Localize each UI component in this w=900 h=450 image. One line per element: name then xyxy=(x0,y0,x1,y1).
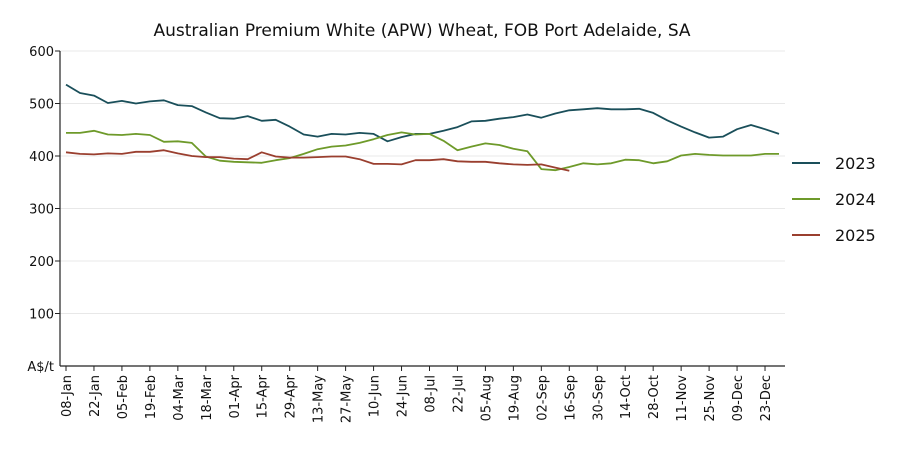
x-tick-label: 23-Dec xyxy=(759,375,774,421)
legend-label-2025: 2025 xyxy=(835,226,876,245)
series-line-2025 xyxy=(65,149,570,172)
y-axis-label: A$/t xyxy=(27,360,54,375)
x-tick-label: 05-Aug xyxy=(479,375,494,421)
chart-title: Australian Premium White (APW) Wheat, FO… xyxy=(153,21,690,41)
x-tick-label: 30-Sep xyxy=(591,375,606,421)
x-tick-label: 19-Feb xyxy=(144,375,159,419)
x-tick-label: 11-Nov xyxy=(675,375,690,422)
x-tick-label: 27-May xyxy=(340,375,355,423)
x-tick-label: 14-Oct xyxy=(619,375,634,419)
series-line-2024 xyxy=(66,129,779,172)
y-tick-label: 400 xyxy=(29,150,54,165)
y-axis-ticks: 100 200 300 400 500 600 xyxy=(29,45,60,323)
x-tick-label: 29-Apr xyxy=(284,374,299,418)
x-tick-label: 09-Dec xyxy=(731,375,746,421)
x-tick-label: 01-Apr xyxy=(228,374,243,418)
series-lines xyxy=(65,83,780,172)
legend: 2023 2024 2025 xyxy=(792,154,876,245)
legend-label-2023: 2023 xyxy=(835,154,876,173)
x-tick-label: 28-Oct xyxy=(647,375,662,419)
x-tick-label: 24-Jun xyxy=(396,375,411,417)
x-tick-label: 02-Sep xyxy=(535,375,550,421)
y-tick-label: 300 xyxy=(29,203,54,218)
x-tick-label: 08-Jan xyxy=(60,375,75,417)
x-tick-label: 08-Jul xyxy=(423,375,438,413)
x-tick-label: 15-Apr xyxy=(256,374,271,418)
x-tick-label: 04-Mar xyxy=(172,374,187,420)
x-tick-label: 18-Mar xyxy=(200,374,215,420)
x-tick-label: 25-Nov xyxy=(703,375,718,422)
x-tick-label: 16-Sep xyxy=(563,375,578,421)
y-tick-label: 100 xyxy=(29,308,54,323)
x-tick-label: 22-Jan xyxy=(88,375,103,417)
x-tick-label: 22-Jul xyxy=(451,375,466,413)
legend-label-2024: 2024 xyxy=(835,190,876,209)
x-tick-label: 13-May xyxy=(312,375,327,423)
x-tick-label: 05-Feb xyxy=(116,375,131,419)
y-tick-label: 600 xyxy=(29,45,54,60)
x-tick-label: 10-Jun xyxy=(368,375,383,417)
series-line-2023 xyxy=(65,83,780,143)
y-tick-label: 200 xyxy=(29,255,54,270)
x-tick-label: 19-Aug xyxy=(507,375,522,421)
y-tick-label: 500 xyxy=(29,98,54,113)
x-axis-ticks: 08-Jan 22-Jan 05-Feb 19-Feb 04-Mar 18-Mar 01-A… xyxy=(60,366,774,423)
grid xyxy=(60,50,785,314)
